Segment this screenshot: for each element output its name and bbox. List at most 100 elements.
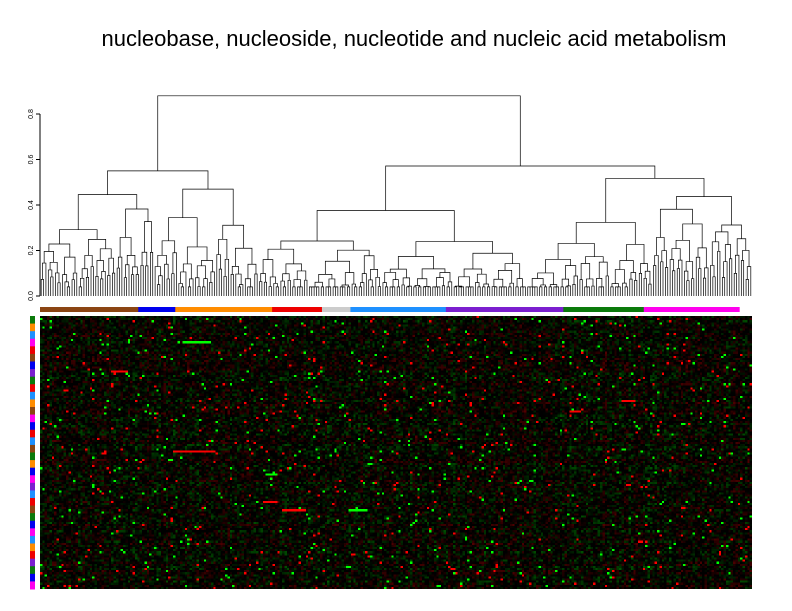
dendrogram-branch	[401, 284, 405, 296]
dendrogram-branch	[132, 266, 138, 275]
dendrogram-branch	[678, 259, 683, 296]
dendrogram-branch	[117, 256, 123, 296]
dendrogram-branch	[293, 279, 301, 287]
dendrogram-branch	[310, 286, 315, 296]
column-group-segment	[40, 307, 139, 312]
dendrogram-branch	[275, 286, 279, 296]
dendrogram-branch	[729, 258, 733, 296]
dendrogram-branch	[351, 283, 356, 296]
dendrogram-branch	[203, 278, 208, 296]
heatmap-cells	[40, 316, 752, 589]
column-group-segment	[643, 307, 740, 312]
dendrogram-branch	[95, 276, 99, 296]
row-group-segment	[30, 361, 35, 370]
dendrogram-branch	[494, 286, 498, 296]
dendrogram-branch	[126, 255, 136, 267]
dendrogram-branch	[304, 279, 308, 296]
dendrogram-branch	[682, 223, 703, 248]
dendrogram-branch	[231, 266, 239, 275]
dendrogram-branch	[616, 286, 621, 296]
dendrogram-branch	[268, 286, 272, 296]
dendrogram-branch	[672, 270, 676, 296]
dendrogram-branch	[280, 240, 354, 251]
dendrogram-branch	[292, 286, 296, 296]
column-group-segment	[272, 307, 323, 312]
dendrogram-branch	[296, 270, 307, 281]
dendrogram-branch	[116, 267, 120, 296]
dendrogram-branch	[216, 254, 221, 296]
dendrogram-branch	[314, 281, 323, 287]
row-group-segment	[30, 444, 35, 453]
dendrogram-branch	[656, 237, 665, 256]
dendrogram-branch	[545, 259, 571, 273]
dendrogram-branch	[90, 266, 94, 296]
dendrogram-branch	[384, 272, 397, 283]
dendrogram-branch	[717, 250, 721, 296]
dendrogram-branch	[482, 286, 486, 296]
dendrogram-branch	[721, 277, 726, 296]
dendrogram-branch	[64, 281, 69, 296]
dendrogram-branch	[260, 273, 266, 283]
dendrogram-branch	[248, 286, 253, 296]
dendrogram-branch	[565, 286, 569, 296]
dendrogram-branch	[704, 267, 709, 296]
dendrogram-branch	[197, 286, 201, 296]
column-group-segment	[138, 307, 176, 312]
dendrogram-branch	[624, 286, 628, 296]
dendrogram-branch	[573, 275, 578, 296]
dendrogram-branch	[78, 286, 82, 296]
dendrogram-branch	[186, 246, 208, 264]
row-group-segment	[30, 331, 35, 340]
dendrogram-branch	[259, 281, 263, 296]
row-group-segment	[30, 399, 35, 408]
dendrogram-branch	[522, 286, 526, 296]
dendrogram-branch	[659, 208, 693, 238]
dendrogram-branch	[267, 248, 295, 264]
dendrogram-branch	[370, 269, 378, 280]
row-group-segment	[30, 528, 35, 537]
dendrogram-branch	[740, 260, 745, 296]
dendrogram-branch	[223, 276, 227, 296]
dendrogram-branch	[615, 286, 619, 296]
dendrogram-branch	[157, 254, 167, 267]
dendrogram-branch	[171, 273, 175, 296]
y-tick-label: 0.0	[28, 291, 35, 301]
dendrogram-branch	[487, 286, 491, 296]
dendrogram-branch	[712, 276, 716, 296]
dendrogram-branch	[413, 286, 417, 296]
row-group-segment	[30, 376, 35, 385]
dendrogram-branch	[611, 283, 619, 287]
dendrogram-branch	[676, 268, 680, 296]
dendrogram-branch	[99, 248, 112, 261]
dendrogram-branch	[654, 255, 659, 296]
dendrogram-branch	[237, 286, 241, 296]
dendrogram-branch	[548, 286, 552, 296]
dendrogram-branch	[586, 278, 594, 287]
dendrogram	[40, 95, 752, 296]
dendrogram-branch	[427, 286, 431, 296]
dendrogram-branch	[287, 279, 291, 296]
dendrogram-branch	[579, 279, 583, 296]
row-group-segment	[30, 414, 35, 423]
dendrogram-branch	[101, 271, 106, 296]
dendrogram-branch	[135, 274, 139, 296]
dendrogram-branch	[661, 250, 667, 268]
row-group-segment	[30, 566, 35, 575]
dendrogram-branch	[282, 286, 286, 296]
dendrogram-branch	[397, 256, 434, 270]
dendrogram-branch	[415, 241, 493, 257]
dendrogram-branch	[392, 279, 399, 287]
dendrogram-branch	[158, 275, 163, 296]
dendrogram-branch	[150, 252, 154, 296]
dendrogram-branch	[235, 247, 253, 267]
dendrogram-branch	[43, 251, 54, 264]
row-group-segment	[30, 535, 35, 544]
dendrogram-branch	[634, 280, 638, 296]
row-group-segment	[30, 467, 35, 476]
dendrogram-branch	[472, 252, 513, 270]
row-group-segment	[30, 452, 35, 461]
dendrogram-branch	[218, 238, 228, 260]
dendrogram-branch	[619, 260, 634, 273]
dendrogram-branch	[458, 286, 462, 296]
